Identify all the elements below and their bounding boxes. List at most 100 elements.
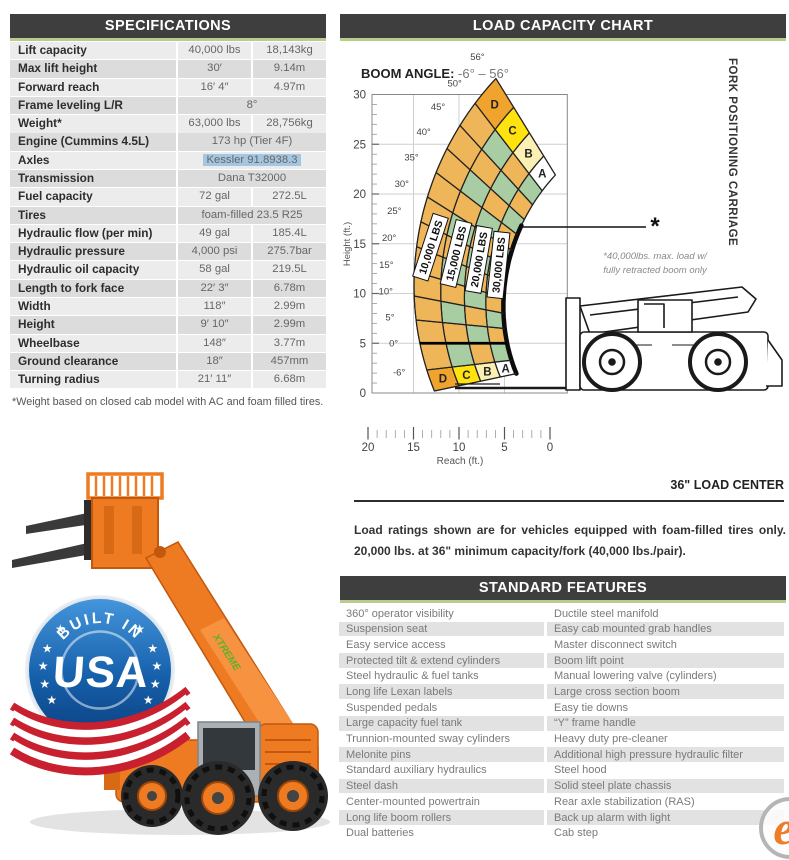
svg-text:10: 10: [453, 442, 466, 454]
spec-label: Wheelbase: [10, 334, 176, 352]
spec-row: Frame leveling L/R 8°: [10, 96, 326, 115]
feature-item: Master disconnect switch: [547, 637, 784, 653]
spec-value: foam-filled 23.5 R25: [178, 206, 326, 224]
spec-row: Length to fork face 22′ 3″ 6.78m: [10, 279, 326, 298]
svg-text:35°: 35°: [404, 153, 419, 164]
feature-item: Standard auxiliary hydraulics: [339, 762, 544, 778]
feature-item: Suspended pedals: [339, 700, 544, 715]
spec-label: Height: [10, 316, 176, 334]
svg-text:5: 5: [501, 442, 507, 454]
specifications-table: Lift capacity 40,000 lbs 18,143kg Max lift …: [10, 42, 326, 389]
spec-value: 6.78m: [253, 279, 326, 298]
spec-label: Width: [10, 297, 176, 316]
feature-item: Additional high pressure hydraulic filte…: [547, 747, 784, 762]
spec-label: Ground clearance: [10, 352, 176, 371]
spec-value: 30′: [178, 60, 251, 78]
standard-features-right-column: Ductile steel manifold Easy cab mounted g…: [547, 606, 784, 841]
svg-text:-6°: -6°: [393, 368, 405, 379]
svg-text:45°: 45°: [431, 102, 446, 113]
boom-angle-value: -6° – 56°: [454, 66, 509, 81]
svg-text:0: 0: [360, 388, 366, 400]
feature-item: Long life boom rollers: [339, 809, 544, 825]
spec-value: 49 gal: [178, 224, 251, 243]
star-icon: ★: [147, 642, 158, 656]
spec-value: 118″: [178, 297, 251, 316]
badge-usa-text: USA: [51, 648, 150, 697]
spec-label: Hydraulic oil capacity: [10, 261, 176, 279]
spec-value: 9.14m: [253, 60, 326, 78]
spec-label: Engine (Cummins 4.5L): [10, 133, 176, 151]
svg-text:D: D: [490, 99, 498, 111]
svg-text:5°: 5°: [385, 313, 394, 324]
feature-item: Boom lift point: [547, 653, 784, 668]
spec-value: 28,756kg: [253, 115, 326, 133]
feature-item: Trunnion-mounted sway cylinders: [339, 731, 544, 747]
spec-value: 22′ 3″: [178, 279, 251, 298]
spec-value: 173 hp (Tier 4F): [178, 133, 326, 151]
standard-features-header: STANDARD FEATURES: [340, 576, 786, 603]
spec-value: 21′ 11″: [178, 371, 251, 389]
spec-value: 148″: [178, 334, 251, 352]
star-icon: ★: [143, 693, 154, 707]
spec-value: 72 gal: [178, 188, 251, 206]
divider: [354, 500, 784, 502]
spec-row: Tires foam-filled 23.5 R25: [10, 206, 326, 224]
spec-value: 272.5L: [253, 188, 326, 206]
spec-value: 40,000 lbs: [178, 42, 251, 60]
feature-item: Suspension seat: [339, 621, 544, 637]
spec-value: 8°: [178, 96, 326, 115]
svg-text:A: A: [538, 169, 546, 181]
svg-text:Height (ft.): Height (ft.): [342, 222, 353, 266]
feature-item: 360° operator visibility: [339, 606, 544, 621]
flag-stripe-white: [9, 694, 191, 738]
spec-row: Wheelbase 148″ 3.77m: [10, 334, 326, 352]
telehandler-photo: XTREME ★★★★★★★★★★ BUILT IN USA: [9, 472, 330, 835]
feature-item: Easy service access: [339, 637, 544, 653]
spec-value: 219.5L: [253, 261, 326, 279]
spec-row: Turning radius 21′ 11″ 6.68m: [10, 371, 326, 389]
star-icon: ★: [134, 622, 145, 636]
site-watermark-logo: e: [759, 797, 789, 859]
spec-label: Lift capacity: [10, 42, 176, 60]
feature-item: Heavy duty pre-cleaner: [547, 731, 784, 747]
spec-value: 2.99m: [253, 297, 326, 316]
svg-text:D: D: [439, 374, 447, 386]
spec-value: 4,000 psi: [178, 243, 251, 261]
spec-label: Hydraulic flow (per min): [10, 224, 176, 243]
spec-value: 185.4L: [253, 224, 326, 243]
star-icon: ★: [46, 693, 57, 707]
feature-item: Protected tilt & extend cylinders: [339, 653, 544, 668]
specifications-header: SPECIFICATIONS: [10, 14, 326, 41]
spec-label: Tires: [10, 206, 176, 224]
svg-text:fully retracted boom only: fully retracted boom only: [603, 265, 708, 276]
feature-item: Easy cab mounted grab handles: [547, 621, 784, 637]
svg-text:A: A: [501, 363, 509, 375]
spec-label: Axles: [10, 151, 176, 170]
svg-text:*: *: [650, 213, 660, 240]
flag-stripe-red: [9, 701, 191, 746]
svg-text:0°: 0°: [389, 338, 398, 349]
load-capacity-chart-header: LOAD CAPACITY CHART: [340, 14, 786, 41]
feature-item: Ductile steel manifold: [547, 606, 784, 621]
feature-item: “Y” frame handle: [547, 715, 784, 731]
svg-text:30,000 LBS: 30,000 LBS: [490, 237, 508, 294]
svg-text:30°: 30°: [395, 179, 410, 190]
boom-angle-label: BOOM ANGLE: -6° – 56°: [361, 66, 509, 81]
spec-label: Forward reach: [10, 78, 176, 96]
spec-label: Length to fork face: [10, 279, 176, 298]
feature-item: Large cross section boom: [547, 684, 784, 700]
spec-row: Forward reach 16′ 4″ 4.97m: [10, 78, 326, 96]
spec-row: Transmission Dana T32000: [10, 169, 326, 188]
feature-item: Solid steel plate chassis: [547, 778, 784, 794]
svg-text:20: 20: [353, 189, 366, 201]
svg-text:15: 15: [407, 442, 420, 454]
feature-item: Steel hood: [547, 762, 784, 778]
feature-item: Cab step: [547, 825, 784, 841]
spec-row: Width 118″ 2.99m: [10, 297, 326, 316]
spec-value: 18″: [178, 352, 251, 371]
max-load-note: * *40,000lbs. max. load w/fully retracted…: [522, 213, 708, 276]
svg-text:56°: 56°: [470, 52, 485, 63]
flag-stripe-white: [9, 724, 191, 768]
svg-text:B: B: [524, 149, 532, 161]
spec-row: Engine (Cummins 4.5L) 173 hp (Tier 4F): [10, 133, 326, 151]
